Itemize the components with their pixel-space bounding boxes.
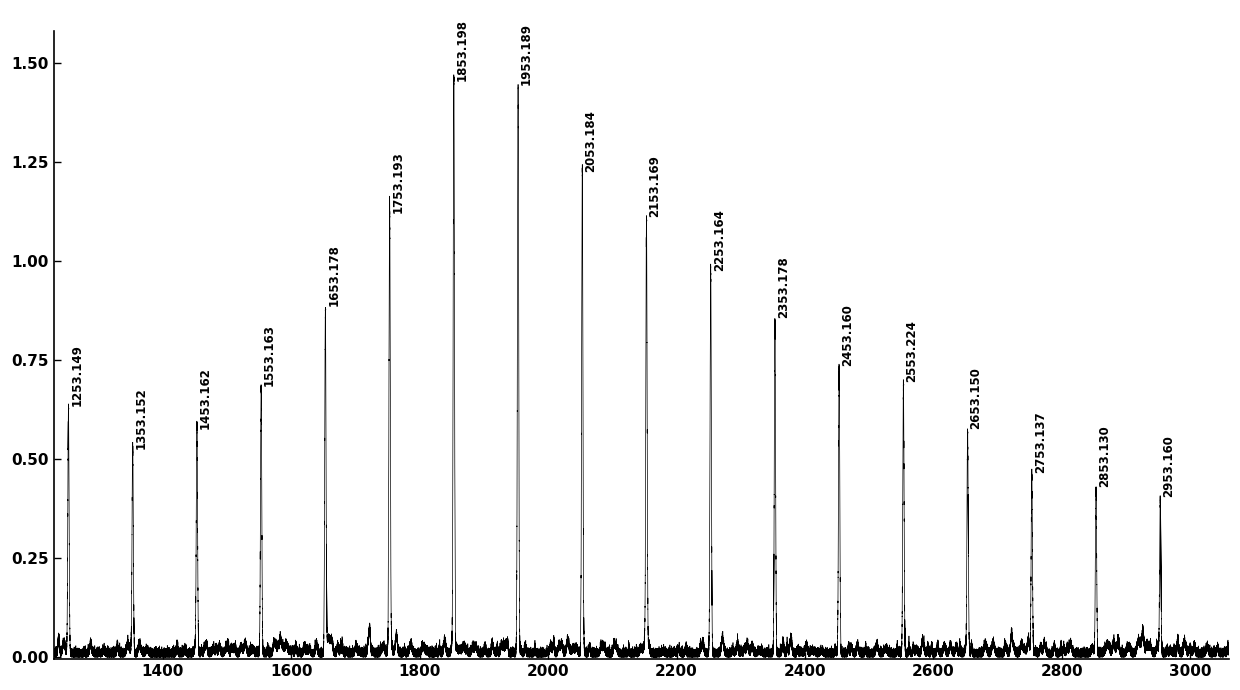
Text: 1353.152: 1353.152 — [133, 387, 148, 453]
Text: 1653.178: 1653.178 — [325, 245, 340, 310]
Text: 1553.163: 1553.163 — [262, 324, 277, 390]
Text: 2053.184: 2053.184 — [583, 110, 598, 176]
Text: 1253.149: 1253.149 — [68, 344, 83, 409]
Text: 1753.193: 1753.193 — [389, 152, 404, 217]
Text: 2353.178: 2353.178 — [775, 257, 790, 322]
Text: 2553.224: 2553.224 — [904, 320, 919, 386]
Text: 2853.130: 2853.130 — [1096, 425, 1111, 491]
Text: 2753.137: 2753.137 — [1032, 411, 1047, 477]
Text: 1853.198: 1853.198 — [454, 19, 469, 85]
Text: 2653.150: 2653.150 — [967, 367, 982, 433]
Text: 2953.160: 2953.160 — [1161, 435, 1176, 500]
Text: 2153.169: 2153.169 — [646, 155, 661, 221]
Text: 2253.164: 2253.164 — [711, 209, 725, 275]
Text: 2453.160: 2453.160 — [839, 304, 854, 370]
Text: 1953.189: 1953.189 — [518, 23, 533, 88]
Text: 1453.162: 1453.162 — [197, 367, 212, 433]
